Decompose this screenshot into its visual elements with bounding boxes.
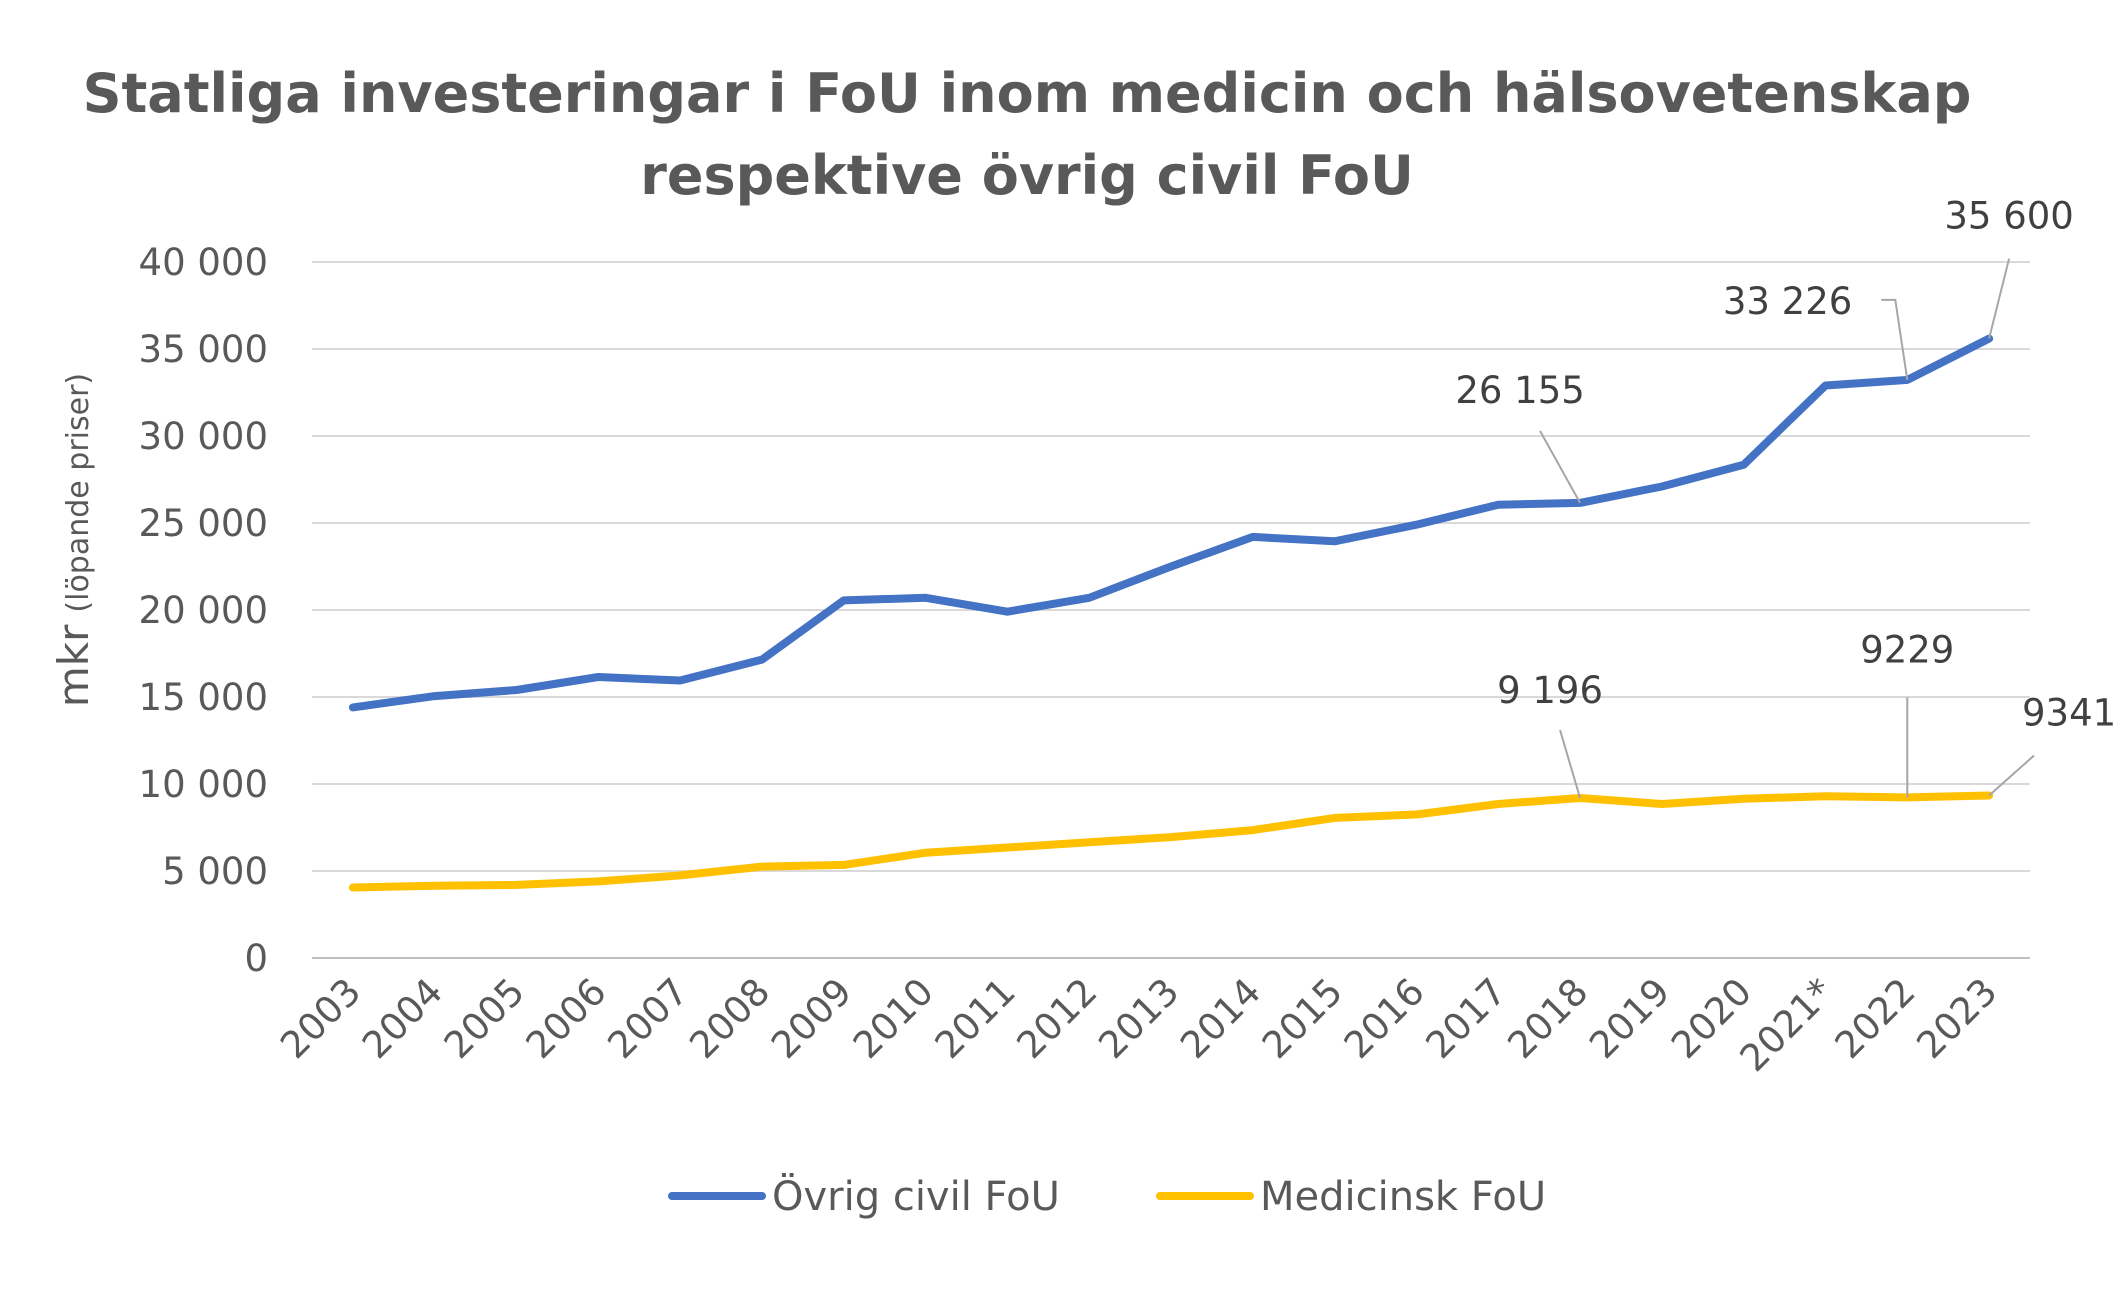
y-tick-label: 20 000 <box>139 589 268 632</box>
leader-line <box>1881 298 1909 381</box>
legend: Övrig civil FoU Medicinsk FoU <box>668 1172 1546 1220</box>
data-labels: 26 155 33 226 35 600 9 196 9229 9341 <box>1455 195 2116 799</box>
x-tick-label: 2016 <box>1336 970 1433 1067</box>
y-tick-label: 40 000 <box>139 241 268 284</box>
x-tick-label: 2023 <box>1908 970 2005 1067</box>
y-tick-label: 0 <box>244 937 268 980</box>
x-tick-label: 2013 <box>1090 970 1187 1067</box>
y-axis-label: mkr (löpande priser) <box>49 373 98 707</box>
y-tick-label: 35 000 <box>139 328 268 371</box>
x-tick-label: 2011 <box>927 970 1024 1067</box>
y-tick-label: 5 000 <box>162 850 268 893</box>
leader-line <box>1559 729 1582 799</box>
y-axis-title-sub: (löpande priser) <box>61 373 96 613</box>
leader-line <box>1539 430 1581 504</box>
x-tick-label: 2014 <box>1172 970 1269 1067</box>
data-label: 35 600 <box>1944 195 2073 238</box>
data-label: 33 226 <box>1723 280 1852 323</box>
x-tick-label: 2015 <box>1254 970 1351 1067</box>
x-tick-label: 2018 <box>1499 970 1596 1067</box>
data-label: 26 155 <box>1455 369 1584 412</box>
legend-label: Medicinsk FoU <box>1260 1174 1546 1220</box>
x-tick-label: 2008 <box>681 970 778 1067</box>
series-line-2 <box>348 791 1994 892</box>
data-label: 9341 <box>2022 691 2116 734</box>
leader-line <box>1988 258 2011 339</box>
x-tick-label: 2005 <box>436 970 533 1067</box>
chart-title-line-1: Statliga investeringar i FoU inom medici… <box>83 62 1972 125</box>
x-tick-label: 2007 <box>600 970 697 1067</box>
x-tick-label: 2010 <box>845 970 942 1067</box>
y-tick-label: 30 000 <box>139 415 268 458</box>
y-axis-ticks: 0 5 000 10 000 15 000 20 000 25 000 30 000 35 0… <box>139 241 268 980</box>
x-tick-label: 2012 <box>1009 970 1106 1067</box>
y-tick-label: 25 000 <box>139 502 268 545</box>
data-label: 9 196 <box>1497 669 1603 712</box>
x-tick-label: 2022 <box>1827 970 1924 1067</box>
chart-title-line-2: respektive övrig civil FoU <box>640 144 1414 207</box>
x-tick-label: 2009 <box>763 970 860 1067</box>
legend-label: Övrig civil FoU <box>772 1172 1060 1220</box>
chart-title: Statliga investeringar i FoU inom medici… <box>83 62 1972 207</box>
series-lines <box>348 334 1994 892</box>
y-axis-title: mkr (löpande priser) <box>49 373 98 707</box>
x-tick-label: 2017 <box>1418 970 1515 1067</box>
gridlines <box>312 261 2030 959</box>
x-tick-label: 2006 <box>518 970 615 1067</box>
data-label: 9229 <box>1860 628 1954 671</box>
y-tick-label: 15 000 <box>139 676 268 719</box>
x-tick-label: 2003 <box>272 970 369 1067</box>
y-tick-label: 10 000 <box>139 763 268 806</box>
y-axis-title-main: mkr <box>49 624 98 707</box>
leader-line <box>1988 754 2035 797</box>
x-tick-label: 2004 <box>354 970 451 1067</box>
x-tick-label: 2019 <box>1581 970 1678 1067</box>
series-line-1 <box>348 334 1994 712</box>
x-axis-ticks: 2003200420052006200720082009201020112012… <box>272 970 2005 1080</box>
x-tick-label: 2021* <box>1732 970 1842 1080</box>
